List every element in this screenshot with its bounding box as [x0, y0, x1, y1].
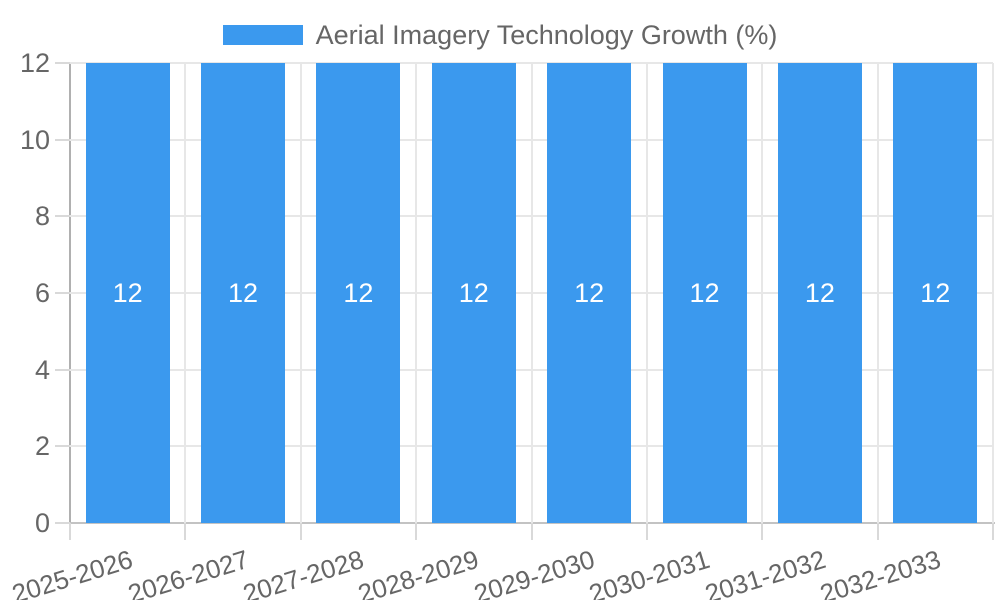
x-gridline [530, 63, 533, 523]
y-tick-mark [55, 368, 70, 371]
x-axis-tick-label: 2031-2032 [701, 544, 829, 600]
bar-value-label: 12 [458, 278, 489, 308]
y-axis-tick-label: 12 [19, 48, 50, 78]
bar[interactable]: 12 [431, 63, 516, 523]
plot-area: 12 12 12 12 12 12 12 12 [70, 62, 994, 523]
bar-value-label: 12 [920, 278, 951, 308]
y-axis-tick-label: 2 [34, 431, 50, 462]
x-gridline [876, 63, 879, 523]
x-tick-mark [761, 523, 764, 540]
x-gridline [645, 63, 648, 523]
y-tick-mark [55, 292, 70, 294]
bar[interactable]: 12 [201, 63, 286, 523]
bar-value-label: 12 [228, 278, 259, 308]
x-tick-mark [69, 523, 71, 540]
x-tick-mark [299, 523, 302, 540]
legend-swatch [222, 25, 303, 45]
x-axis-tick-label: 2030-2031 [585, 544, 714, 600]
x-gridline [299, 63, 302, 523]
y-tick-mark [55, 445, 70, 448]
y-axis-tick-label: 8 [34, 201, 50, 232]
bar[interactable]: 12 [893, 63, 978, 523]
x-gridline [184, 63, 187, 523]
bar-value-label: 12 [112, 278, 143, 308]
x-axis-tick-label: 2028-2029 [354, 544, 483, 600]
bar-value-label: 12 [804, 278, 835, 308]
bar[interactable]: 12 [662, 63, 747, 523]
x-tick-mark [992, 523, 994, 540]
x-gridline [415, 63, 418, 523]
x-tick-mark [645, 523, 648, 540]
y-tick-mark [55, 138, 70, 141]
bar-value-label: 12 [574, 278, 605, 308]
x-axis-tick-label: 2026-2027 [124, 544, 252, 600]
x-axis-tick-label: 2032-2033 [816, 544, 945, 600]
y-axis-tick-label: 6 [34, 278, 50, 308]
chart-legend: Aerial Imagery Technology Growth (%) [0, 20, 1000, 50]
bar-value-label: 12 [343, 278, 374, 308]
x-axis-tick-label: 2029-2030 [470, 544, 598, 600]
y-axis-tick-label: 10 [19, 124, 50, 155]
x-tick-mark [530, 523, 533, 540]
bar[interactable]: 12 [316, 63, 401, 523]
y-tick-mark [55, 62, 70, 64]
x-tick-mark [415, 523, 418, 540]
y-axis-tick-label: 4 [34, 354, 50, 385]
bar-value-label: 12 [689, 278, 720, 308]
y-axis-tick-label: 0 [34, 508, 50, 538]
x-axis-tick-label: 2027-2028 [239, 544, 368, 600]
x-gridline [992, 63, 994, 523]
legend-item[interactable]: Aerial Imagery Technology Growth (%) [222, 20, 778, 50]
x-tick-mark [876, 523, 879, 540]
x-tick-mark [184, 523, 187, 540]
x-gridline [761, 63, 764, 523]
y-tick-mark [55, 215, 70, 218]
bar[interactable]: 12 [547, 63, 632, 523]
y-tick-mark [55, 522, 70, 524]
bar[interactable]: 12 [85, 63, 170, 523]
bar[interactable]: 12 [777, 63, 862, 523]
x-axis-tick-label: 2025-2026 [8, 544, 137, 600]
legend-label: Aerial Imagery Technology Growth (%) [315, 20, 778, 50]
